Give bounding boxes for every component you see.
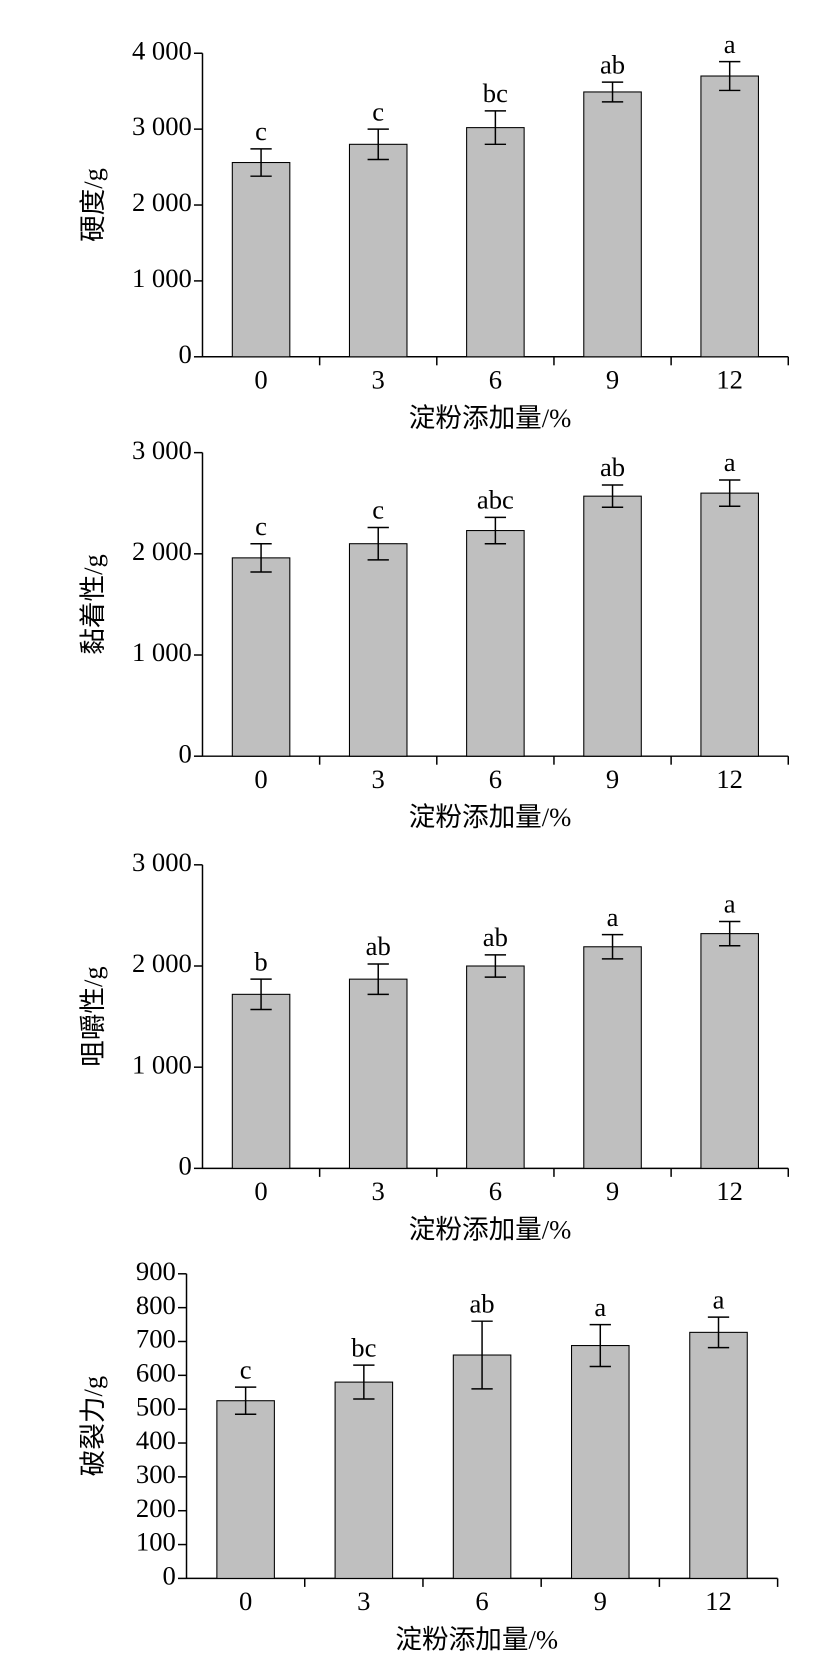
bar bbox=[348, 143, 408, 358]
significance-label: bc bbox=[483, 78, 508, 108]
y-tick-label: 1 000 bbox=[132, 637, 192, 667]
x-tick-label: 12 bbox=[716, 364, 743, 394]
bar bbox=[583, 495, 642, 757]
bar bbox=[700, 933, 759, 1169]
x-tick-label: 3 bbox=[372, 1176, 385, 1206]
y-tick-label: 300 bbox=[136, 1459, 176, 1489]
bar bbox=[231, 993, 291, 1169]
bar bbox=[231, 161, 291, 358]
x-tick-label: 0 bbox=[254, 364, 267, 394]
x-tick-label: 6 bbox=[475, 1586, 488, 1616]
y-tick-label: 1 000 bbox=[132, 1049, 192, 1079]
x-tick-label: 12 bbox=[716, 1176, 743, 1206]
significance-label: c bbox=[255, 116, 267, 146]
x-tick-label: 6 bbox=[489, 764, 502, 794]
y-tick-label: 700 bbox=[136, 1324, 176, 1354]
y-axis-label: 破裂力/g bbox=[78, 1376, 108, 1477]
x-axis-label: 淀粉添加量/% bbox=[409, 802, 572, 832]
bar bbox=[466, 127, 525, 358]
y-tick-label: 2 000 bbox=[132, 187, 192, 217]
significance-label: a bbox=[594, 1292, 606, 1322]
significance-label: c bbox=[255, 511, 267, 541]
x-axis-label: 淀粉添加量/% bbox=[409, 1214, 572, 1244]
significance-label: c bbox=[372, 96, 384, 126]
x-tick-label: 6 bbox=[489, 364, 502, 394]
significance-label: ab bbox=[600, 49, 625, 79]
significance-label: ab bbox=[483, 922, 508, 952]
x-tick-label: 0 bbox=[254, 1176, 267, 1206]
x-tick-label: 0 bbox=[254, 764, 267, 794]
x-tick-label: 9 bbox=[606, 764, 619, 794]
x-tick-label: 6 bbox=[489, 1176, 502, 1206]
x-tick-label: 9 bbox=[594, 1586, 607, 1616]
significance-label: a bbox=[607, 902, 619, 932]
significance-label: a bbox=[713, 1284, 725, 1314]
bar bbox=[583, 946, 642, 1169]
y-tick-label: 900 bbox=[136, 1256, 176, 1286]
bar bbox=[231, 557, 291, 757]
x-tick-label: 9 bbox=[606, 1176, 619, 1206]
y-tick-label: 100 bbox=[136, 1527, 176, 1557]
y-tick-label: 500 bbox=[136, 1391, 176, 1421]
y-tick-label: 0 bbox=[179, 738, 192, 768]
significance-label: c bbox=[240, 1354, 252, 1384]
significance-label: a bbox=[724, 447, 736, 477]
x-tick-label: 12 bbox=[716, 764, 743, 794]
x-axis-label: 淀粉添加量/% bbox=[409, 403, 572, 433]
significance-label: c bbox=[372, 495, 384, 525]
bar bbox=[583, 91, 642, 358]
significance-label: abc bbox=[477, 485, 514, 515]
y-tick-label: 0 bbox=[163, 1561, 176, 1591]
bar bbox=[700, 75, 759, 358]
y-tick-label: 3 000 bbox=[132, 435, 192, 465]
bar bbox=[700, 492, 759, 757]
x-tick-label: 12 bbox=[705, 1586, 732, 1616]
bar bbox=[348, 543, 408, 757]
significance-label: a bbox=[724, 29, 736, 59]
x-axis-label: 淀粉添加量/% bbox=[395, 1624, 558, 1654]
bar bbox=[570, 1345, 630, 1579]
y-tick-label: 800 bbox=[136, 1290, 176, 1320]
significance-label: ab bbox=[366, 931, 391, 961]
bar bbox=[466, 530, 525, 757]
bar bbox=[334, 1381, 394, 1579]
x-tick-label: 3 bbox=[372, 764, 385, 794]
y-tick-label: 0 bbox=[179, 339, 192, 369]
y-tick-label: 1 000 bbox=[132, 263, 192, 293]
bar bbox=[466, 965, 525, 1169]
bar bbox=[689, 1331, 748, 1579]
y-axis-label: 黏着性/g bbox=[78, 554, 108, 655]
y-tick-label: 0 bbox=[179, 1150, 192, 1180]
significance-label: a bbox=[724, 889, 736, 919]
y-tick-label: 4 000 bbox=[132, 35, 192, 65]
bar bbox=[452, 1354, 512, 1579]
significance-label: ab bbox=[600, 452, 625, 482]
significance-label: bc bbox=[351, 1332, 376, 1362]
y-axis-label: 硬度/g bbox=[78, 168, 108, 242]
significance-label: ab bbox=[470, 1288, 495, 1318]
x-tick-label: 9 bbox=[606, 364, 619, 394]
y-tick-label: 400 bbox=[136, 1425, 176, 1455]
y-axis-label: 咀嚼性/g bbox=[78, 966, 108, 1067]
y-tick-label: 3 000 bbox=[132, 111, 192, 141]
x-tick-label: 3 bbox=[357, 1586, 370, 1616]
y-tick-label: 3 000 bbox=[132, 847, 192, 877]
y-tick-label: 200 bbox=[136, 1493, 176, 1523]
significance-label: b bbox=[254, 946, 267, 976]
bar bbox=[216, 1400, 275, 1579]
x-tick-label: 0 bbox=[239, 1586, 252, 1616]
bar bbox=[348, 978, 408, 1169]
y-tick-label: 2 000 bbox=[132, 536, 192, 566]
y-tick-label: 2 000 bbox=[132, 948, 192, 978]
x-tick-label: 3 bbox=[372, 364, 385, 394]
y-tick-label: 600 bbox=[136, 1357, 176, 1387]
